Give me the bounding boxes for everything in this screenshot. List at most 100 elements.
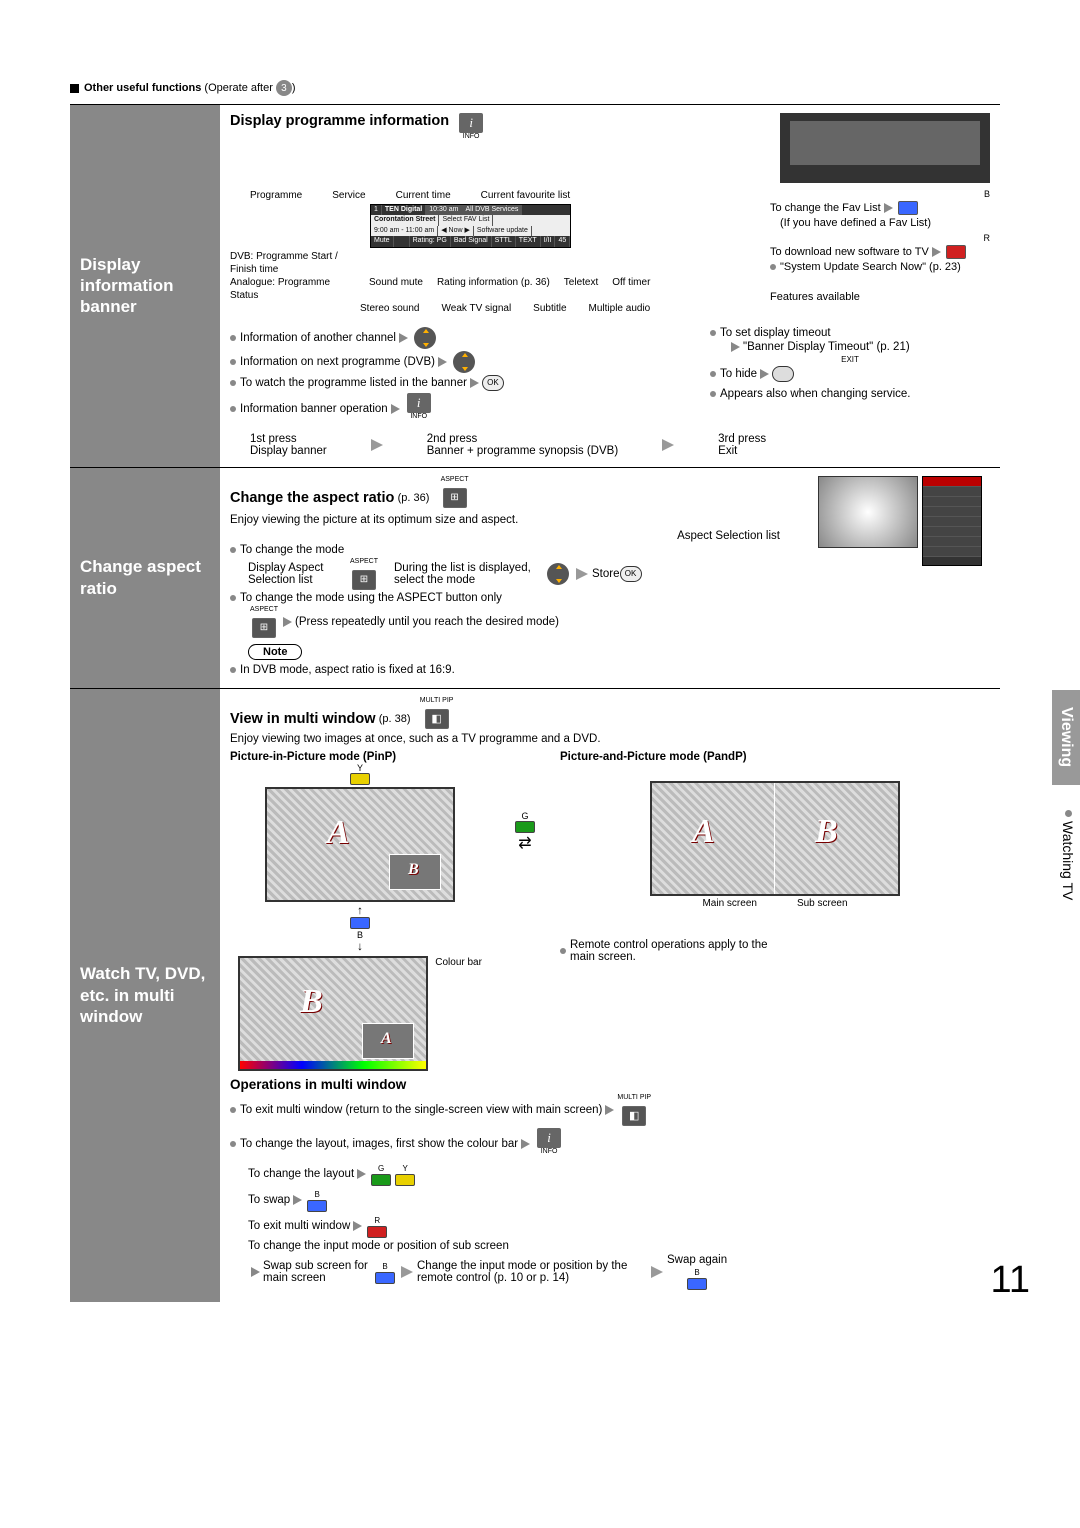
note-box: Note bbox=[248, 644, 302, 660]
lbl-anaprog: Analogue: Programme Status bbox=[230, 276, 355, 302]
osd-rating: Rating: PG bbox=[410, 236, 451, 246]
dpad-icon[interactable] bbox=[547, 563, 569, 585]
ops-title: Operations in multi window bbox=[230, 1077, 990, 1092]
aspect-button-icon[interactable]: ⊞ bbox=[352, 570, 376, 590]
blue-button-icon[interactable] bbox=[898, 201, 918, 215]
colour-bar bbox=[240, 1061, 426, 1069]
press2: 2nd press bbox=[427, 433, 618, 445]
ok-button-icon[interactable]: OK bbox=[620, 566, 642, 582]
yellow-button-icon[interactable] bbox=[350, 773, 370, 785]
op6: To change the input mode or position of … bbox=[248, 1240, 509, 1252]
bullet-icon bbox=[710, 391, 716, 397]
op4: To swap bbox=[248, 1194, 290, 1206]
ok-button-icon[interactable]: OK bbox=[482, 375, 504, 391]
b-label: B bbox=[382, 1262, 387, 1271]
op6b: Change the input mode or position by the… bbox=[417, 1260, 647, 1284]
lbl-subtitle: Subtitle bbox=[533, 302, 566, 315]
arrow-icon bbox=[760, 369, 769, 379]
press1b: Display banner bbox=[250, 445, 327, 457]
op6c: Swap again bbox=[667, 1254, 727, 1266]
aspect-list-label: Aspect Selection list bbox=[230, 530, 780, 542]
aspect-button-icon[interactable]: ⊞ bbox=[252, 618, 276, 638]
info-button-label: INFO bbox=[410, 413, 427, 420]
aspect-b1b: During the list is displayed, select the… bbox=[394, 562, 544, 586]
red-button-icon[interactable] bbox=[946, 245, 966, 259]
info-button-icon[interactable]: i bbox=[459, 113, 483, 133]
arrow-icon bbox=[651, 1266, 663, 1278]
info-button-icon[interactable]: i bbox=[407, 393, 431, 413]
blue-button-icon[interactable] bbox=[375, 1272, 395, 1284]
green-button-icon[interactable] bbox=[371, 1174, 391, 1186]
lbl-programme: Programme bbox=[250, 189, 302, 202]
blue-button-icon[interactable] bbox=[687, 1278, 707, 1290]
op1: To exit multi window (return to the sing… bbox=[240, 1104, 602, 1116]
dpad-icon[interactable] bbox=[414, 327, 436, 349]
yellow-button-icon[interactable] bbox=[395, 1174, 415, 1186]
red-button-icon[interactable] bbox=[367, 1226, 387, 1238]
header-title: Other useful functions bbox=[84, 82, 201, 94]
osd-chname: TEN Digital bbox=[382, 205, 426, 215]
blue-button-icon[interactable] bbox=[307, 1200, 327, 1212]
op3: To change the layout bbox=[248, 1168, 354, 1180]
timeout-sub: "Banner Display Timeout" (p. 21) bbox=[743, 341, 910, 353]
lbl-sound: Sound mute bbox=[369, 276, 423, 302]
osd-chnum: 1 bbox=[371, 205, 382, 215]
header: Other useful functions (Operate after 3 … bbox=[70, 80, 1000, 96]
tv-illustration bbox=[780, 113, 990, 183]
bullet-icon bbox=[710, 371, 716, 377]
press2b: Banner + programme synopsis (DVB) bbox=[427, 445, 618, 457]
osd-upd: Software update bbox=[474, 226, 532, 236]
section-change-aspect-ratio: Change aspect ratio Change the aspect ra… bbox=[70, 467, 1000, 688]
b-label: B bbox=[315, 1190, 320, 1199]
y-label: Y bbox=[230, 763, 490, 773]
pandp-title: Picture-and-Picture mode (PandP) bbox=[560, 751, 990, 763]
store-label: Store bbox=[592, 568, 620, 580]
arrow-icon bbox=[401, 1266, 413, 1278]
appears-line: Appears also when changing service. bbox=[720, 388, 911, 400]
arrow-icon bbox=[391, 404, 400, 414]
bullet-icon bbox=[230, 359, 236, 365]
osd-time: 10:30 am bbox=[426, 205, 462, 215]
bullet-icon bbox=[710, 330, 716, 336]
osd-svc: All DVB Services bbox=[462, 205, 522, 215]
side-subtitle-text: Watching TV bbox=[1060, 821, 1076, 900]
arrow-icon bbox=[371, 439, 383, 451]
section-display-information-banner: Display information banner Display progr… bbox=[70, 104, 1000, 467]
favlist-sub: (If you have defined a Fav List) bbox=[780, 217, 990, 229]
multi-line1: Enjoy viewing two images at once, such a… bbox=[230, 733, 990, 745]
bullet-icon bbox=[230, 667, 236, 673]
pandp-left: A bbox=[652, 783, 775, 894]
osd-fav: Select FAV List bbox=[439, 215, 493, 225]
arrow-icon bbox=[438, 357, 447, 367]
colourbar-label: Colour bar bbox=[435, 957, 482, 968]
multi-pgref: (p. 38) bbox=[379, 713, 411, 725]
aspect-selection-list bbox=[922, 476, 982, 566]
dl-sub: "System Update Search Now" (p. 23) bbox=[780, 261, 961, 273]
header-note: (Operate after bbox=[204, 82, 272, 94]
op6a: Swap sub screen for main screen bbox=[263, 1260, 373, 1284]
aspect-button-icon[interactable]: ⊞ bbox=[443, 488, 467, 508]
exit-button-icon[interactable] bbox=[772, 366, 794, 382]
lbl-multiaudio: Multiple audio bbox=[589, 302, 651, 315]
pinp-screen-2: B A bbox=[238, 956, 428, 1071]
arrow-icon bbox=[576, 568, 588, 580]
section-label: Display information banner bbox=[70, 105, 220, 467]
aspect-title: Change the aspect ratio bbox=[230, 490, 394, 506]
aspect-btn-label: ASPECT bbox=[250, 606, 278, 613]
osd-now: ◀ Now ▶ bbox=[438, 226, 474, 236]
main-label: Main screen bbox=[702, 898, 756, 909]
aspect-btn-label: ASPECT bbox=[441, 476, 469, 483]
info-button-icon[interactable]: i bbox=[537, 1128, 561, 1148]
multipip-button-icon[interactable]: ◧ bbox=[425, 709, 449, 729]
bullet-icon bbox=[230, 595, 236, 601]
info-b3: To watch the programme listed in the ban… bbox=[240, 377, 467, 389]
arrow-icon bbox=[357, 1169, 366, 1179]
multipip-button-icon[interactable]: ◧ bbox=[622, 1106, 646, 1126]
green-button-icon[interactable] bbox=[515, 821, 535, 833]
blue-button-icon[interactable] bbox=[350, 917, 370, 929]
dpad-icon[interactable] bbox=[453, 351, 475, 373]
multipip-label: MULTI PIP bbox=[617, 1094, 651, 1101]
lbl-dvbprog: DVB: Programme Start / Finish time bbox=[230, 250, 355, 276]
osd-mute: Mute bbox=[371, 236, 394, 246]
op5: To exit multi window bbox=[248, 1220, 350, 1232]
